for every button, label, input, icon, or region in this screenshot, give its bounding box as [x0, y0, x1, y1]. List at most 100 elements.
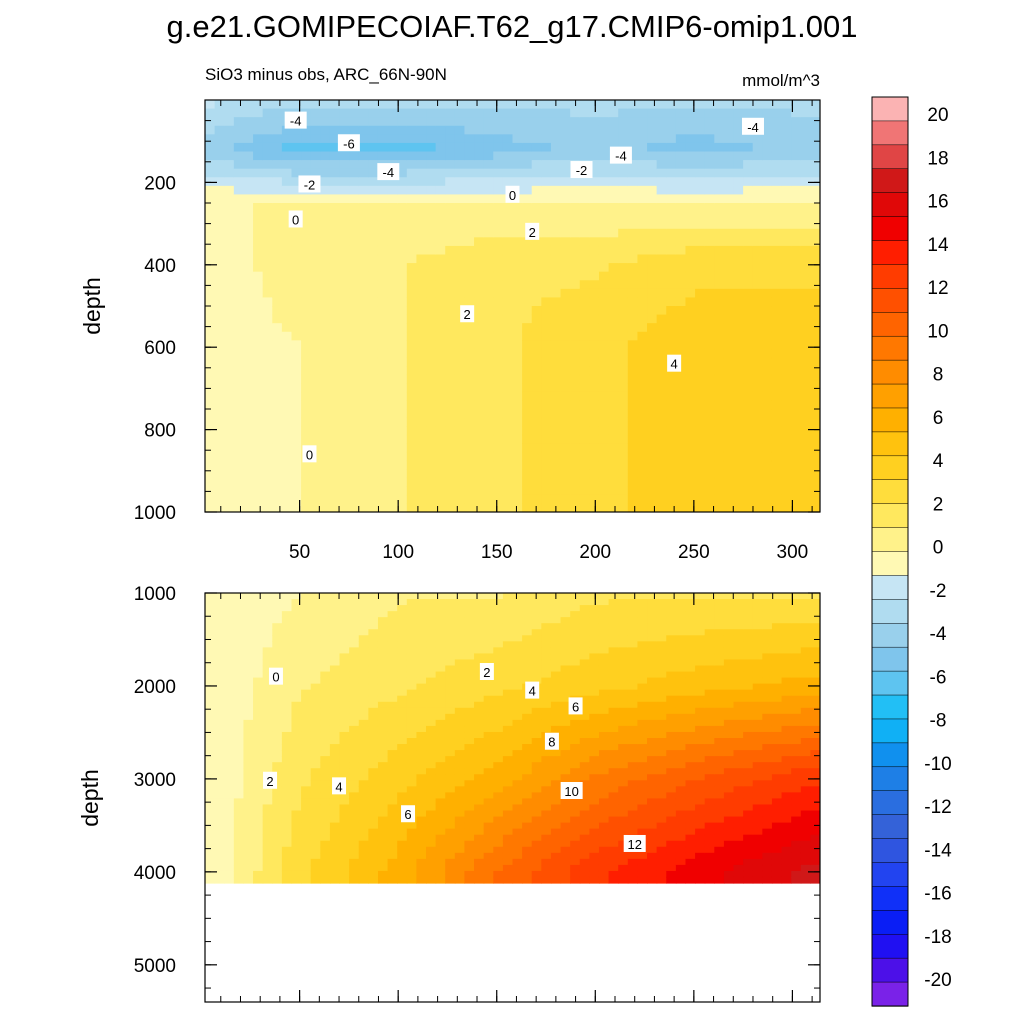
top-cell: [800, 142, 811, 153]
bottom-cell: [310, 653, 321, 661]
bottom-cell: [426, 816, 437, 824]
bottom-cell: [483, 840, 494, 848]
top-cell: [262, 409, 273, 419]
bottom-cell: [214, 840, 225, 848]
bottom-cell: [262, 756, 273, 763]
top-cell: [272, 374, 283, 384]
top-cell: [387, 409, 398, 419]
top-cell: [733, 297, 744, 307]
top-cell: [205, 228, 216, 238]
top-cell: [647, 417, 658, 427]
top-cell: [579, 469, 590, 479]
bottom-cell: [435, 738, 446, 745]
top-cell: [291, 494, 302, 505]
top-cell: [637, 306, 648, 316]
top-cell: [781, 460, 792, 470]
top-cell: [272, 237, 283, 247]
top-cell: [339, 383, 350, 393]
top-cell: [291, 125, 302, 135]
top-cell: [743, 297, 754, 307]
top-cell: [550, 417, 562, 427]
bottom-cell: [349, 774, 360, 781]
bottom-cell: [310, 864, 321, 872]
top-cell: [512, 151, 523, 161]
top-cell: [339, 340, 350, 350]
bottom-cell: [339, 707, 350, 715]
bottom-cell: [310, 834, 321, 842]
bottom-cell: [483, 599, 494, 606]
bottom-cell: [358, 780, 369, 787]
top-cell: [474, 134, 485, 144]
top-cell: [502, 443, 514, 453]
bottom-cell: [339, 731, 350, 739]
bottom-cell: [368, 756, 379, 763]
top-cell: [349, 417, 360, 427]
top-cell: [810, 391, 820, 402]
bottom-cell: [349, 731, 360, 739]
top-cell: [205, 117, 216, 127]
bottom-cell: [550, 641, 562, 648]
bottom-cell: [233, 810, 245, 818]
bottom-cell: [454, 701, 466, 709]
top-cell: [445, 228, 456, 238]
bottom-cell: [464, 707, 475, 715]
bottom-cell: [329, 635, 341, 642]
top-cell: [762, 117, 773, 127]
top-cell: [243, 263, 254, 273]
top-cell: [512, 297, 523, 307]
top-cell: [329, 211, 341, 221]
bottom-cell: [233, 599, 245, 606]
top-cell: [733, 331, 744, 341]
top-cell: [733, 263, 744, 273]
top-cell: [791, 417, 802, 427]
bottom-cell: [464, 677, 475, 685]
top-cell: [243, 417, 254, 427]
bottom-cell: [243, 804, 254, 812]
top-cell: [723, 288, 735, 299]
top-cell: [445, 108, 456, 118]
bottom-cell: [426, 677, 437, 685]
top-cell: [243, 451, 254, 462]
bottom-cell: [329, 828, 341, 836]
top-cell: [627, 263, 639, 273]
top-cell: [310, 340, 321, 350]
top-cell: [502, 409, 514, 419]
bottom-cell: [493, 677, 504, 685]
top-cell: [704, 451, 715, 462]
top-cell: [733, 168, 744, 178]
top-cell: [733, 469, 744, 479]
bottom-cell: [243, 864, 254, 872]
top-cell: [291, 331, 302, 341]
bottom-cell: [397, 750, 408, 757]
top-cell: [733, 245, 744, 256]
bottom-cell: [483, 816, 494, 824]
top-cell: [291, 486, 302, 496]
top-cell: [675, 409, 687, 419]
top-cell: [406, 245, 418, 256]
top-cell: [791, 271, 802, 281]
top-cell: [656, 409, 667, 419]
bottom-cell: [464, 828, 475, 836]
top-cell: [570, 323, 581, 333]
bottom-cell: [301, 744, 312, 751]
top-cell: [771, 194, 783, 204]
bottom-cell: [512, 828, 523, 836]
bottom-cell: [416, 792, 427, 800]
top-cell: [531, 100, 542, 110]
top-cell: [464, 486, 475, 496]
top-cell: [339, 494, 350, 505]
bottom-cell: [445, 774, 456, 781]
bottom-cell: [445, 738, 456, 745]
bottom-cell: [291, 792, 302, 800]
top-cell: [435, 194, 446, 204]
bottom-cell: [358, 822, 369, 830]
bottom-cell: [502, 677, 514, 685]
top-cell: [685, 494, 696, 505]
bottom-cell: [426, 792, 437, 800]
top-cell: [541, 168, 552, 178]
top-cell: [358, 340, 369, 350]
top-cell: [233, 151, 245, 161]
top-cell: [714, 185, 725, 196]
bottom-cell: [541, 834, 552, 842]
top-cell: [541, 117, 552, 127]
